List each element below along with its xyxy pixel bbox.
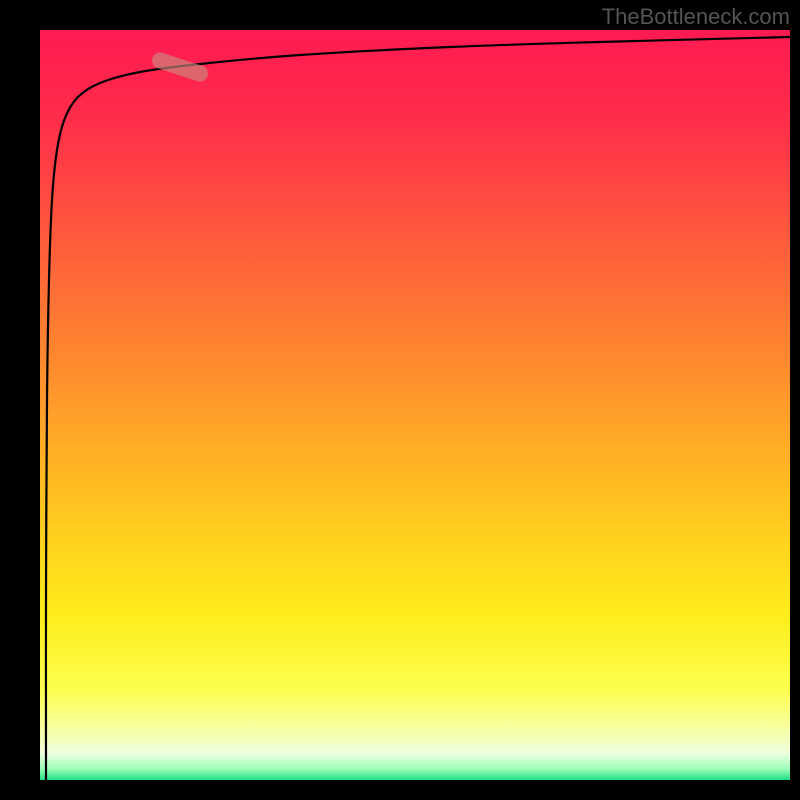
watermark: TheBottleneck.com [602,4,790,30]
gradient-background [40,30,790,780]
plot-area [40,30,790,780]
